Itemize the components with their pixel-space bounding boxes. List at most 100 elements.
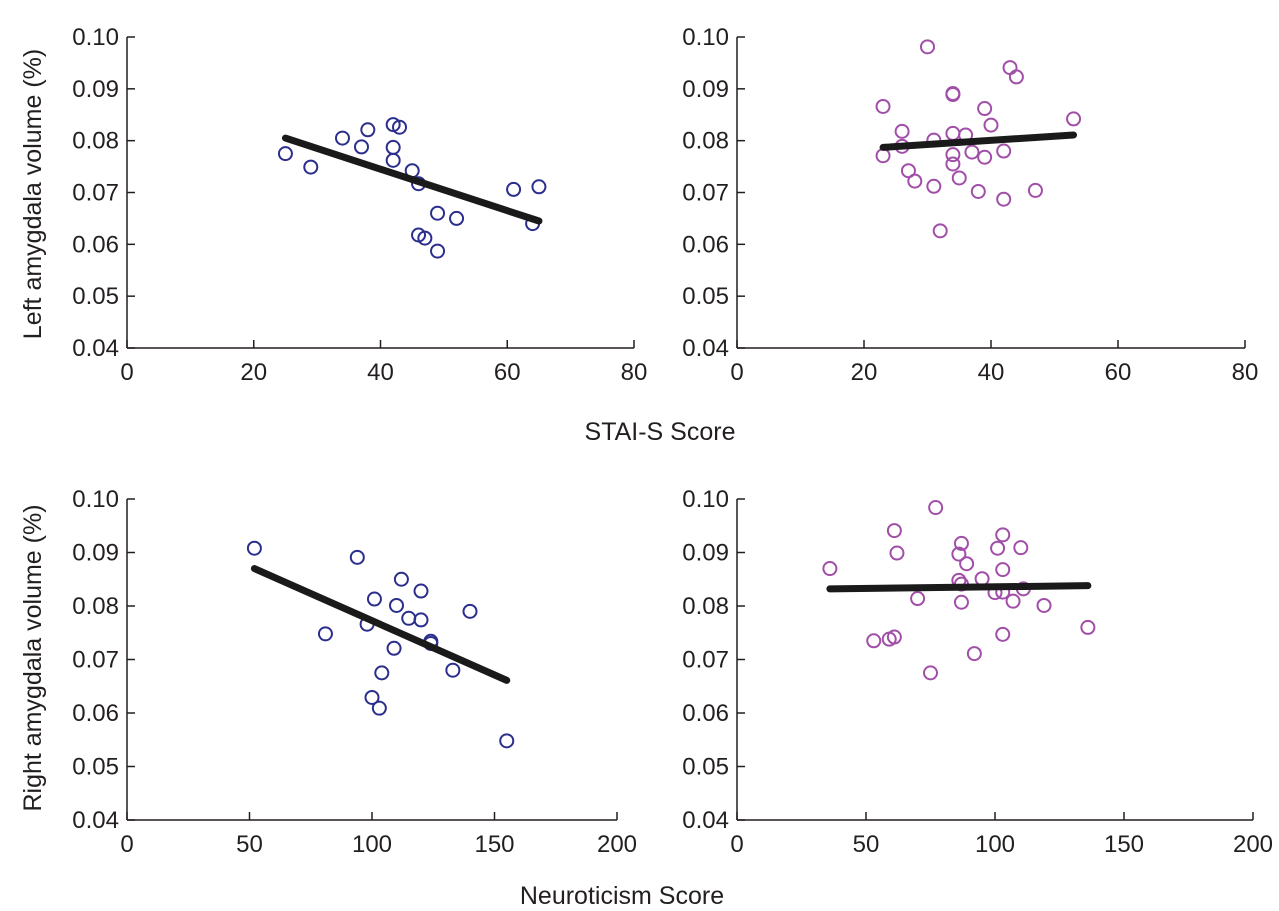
y-axis-label-top: Left amygdala volume (%)	[19, 49, 47, 339]
data-point	[983, 117, 999, 133]
y-tick-label: 0.08	[72, 128, 119, 155]
data-point	[910, 591, 926, 607]
panel-bottom-right: 0.04 0.05 0.06 0.07 0.08 0.09 0.10 0 50 100 150 200	[682, 486, 1273, 858]
y-tick-label: 0.06	[682, 231, 729, 258]
x-tick-label: 100	[975, 831, 1015, 858]
x-tick-label: 50	[236, 831, 263, 858]
data-point	[334, 130, 350, 146]
data-point	[875, 148, 891, 164]
y-tick-label: 0.10	[72, 24, 119, 51]
y-tick-label: 0.06	[72, 700, 119, 727]
x-tick-label: 0	[120, 359, 133, 386]
y-tick-label: 0.09	[72, 76, 119, 103]
data-point	[959, 556, 975, 572]
x-tick-label: 80	[621, 359, 648, 386]
data-point	[360, 122, 376, 138]
data-point	[990, 540, 1006, 556]
x-tick-label: 40	[367, 359, 394, 386]
data-point	[1066, 111, 1082, 127]
y-axis-label-bottom: Right amygdala volume (%)	[19, 504, 47, 811]
data-point	[945, 156, 961, 172]
data-point	[371, 700, 387, 716]
y-tick-label: 0.09	[682, 540, 729, 567]
x-tick-label: 60	[494, 359, 521, 386]
y-tick-label: 0.07	[682, 647, 729, 674]
data-point	[1036, 597, 1052, 613]
data-point	[1002, 60, 1018, 76]
data-point	[970, 183, 986, 199]
x-tick-label: 60	[1105, 359, 1132, 386]
data-point	[945, 147, 961, 163]
y-tick-label: 0.07	[72, 647, 119, 674]
y-tick-label: 0.04	[682, 335, 729, 362]
x-tick-label: 150	[474, 831, 514, 858]
y-tick-label: 0.09	[682, 76, 729, 103]
fit-line	[826, 582, 1092, 593]
y-tick-label: 0.10	[682, 24, 729, 51]
y-tick-label: 0.06	[72, 231, 119, 258]
data-point	[866, 633, 882, 649]
data-point	[945, 125, 961, 141]
data-point	[385, 152, 401, 168]
data-point	[1027, 182, 1043, 198]
data-point	[894, 123, 910, 139]
y-tick-label: 0.10	[682, 486, 729, 513]
data-point	[413, 583, 429, 599]
x-tick-label: 80	[1232, 359, 1259, 386]
data-point	[996, 143, 1012, 159]
data-point	[977, 101, 993, 117]
data-point	[506, 181, 522, 197]
data-point	[389, 597, 404, 613]
x-tick-label: 0	[730, 831, 743, 858]
x-axis-label-top: STAI-S Score	[585, 418, 736, 446]
data-point	[430, 243, 446, 259]
data-point	[995, 626, 1011, 642]
data-point	[445, 662, 461, 678]
y-tick-label: 0.05	[72, 283, 119, 310]
y-tick-label: 0.04	[72, 335, 119, 362]
y-tick-label: 0.07	[682, 180, 729, 207]
data-point	[417, 230, 433, 246]
y-tick-label: 0.05	[682, 754, 729, 781]
data-point	[822, 561, 838, 577]
y-tick-label: 0.08	[682, 593, 729, 620]
x-tick-label: 40	[978, 359, 1005, 386]
data-point	[303, 159, 319, 175]
y-tick-label: 0.05	[682, 283, 729, 310]
y-tick-label: 0.10	[72, 486, 119, 513]
data-point	[246, 540, 262, 556]
data-point	[1008, 69, 1024, 85]
data-point	[430, 205, 446, 221]
y-tick-label: 0.06	[682, 700, 729, 727]
data-point	[1013, 540, 1029, 556]
data-point	[926, 178, 942, 194]
x-tick-label: 200	[1233, 831, 1273, 858]
data-point	[1005, 593, 1021, 609]
data-point	[1080, 619, 1096, 635]
x-tick-label: 150	[1104, 831, 1144, 858]
data-point	[385, 139, 401, 155]
data-point	[889, 545, 905, 561]
data-point	[953, 594, 969, 610]
data-point	[920, 39, 935, 55]
data-point	[951, 170, 967, 186]
x-axis-label-bottom: Neuroticism Score	[520, 882, 724, 910]
panel-top-left: 0.04 0.05 0.06 0.07 0.08 0.09 0.10 0 20 40 60 80	[72, 24, 647, 386]
data-point	[886, 523, 902, 539]
y-tick-label: 0.04	[682, 807, 729, 834]
data-point	[928, 500, 944, 516]
y-tick-label: 0.09	[72, 540, 119, 567]
data-point	[353, 139, 369, 155]
data-point	[907, 173, 923, 189]
data-point	[499, 733, 515, 749]
data-point	[317, 626, 333, 642]
data-point	[977, 149, 993, 165]
data-point	[366, 591, 382, 607]
data-point	[401, 610, 417, 626]
data-point	[974, 571, 990, 587]
x-tick-label: 20	[240, 359, 267, 386]
y-tick-label: 0.05	[72, 754, 119, 781]
data-point	[886, 629, 902, 645]
fit-line	[879, 131, 1078, 151]
